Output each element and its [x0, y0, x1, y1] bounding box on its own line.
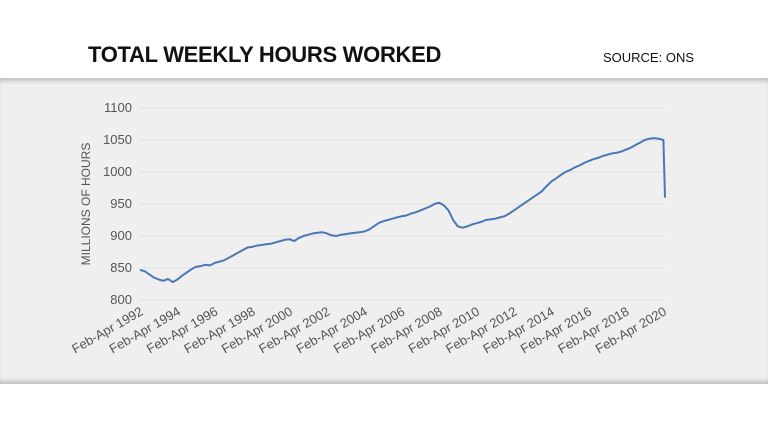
y-tick-label: 1100	[104, 100, 132, 115]
chart-panel	[0, 78, 768, 384]
y-axis-label: MILLIONS OF HOURS	[79, 143, 93, 266]
chart-title: TOTAL WEEKLY HOURS WORKED	[88, 42, 442, 67]
series-line	[139, 137, 666, 284]
y-tick-label: 850	[110, 260, 132, 275]
gridlines	[140, 107, 665, 301]
y-tick-label: 1000	[103, 164, 132, 179]
source-label: SOURCE: ONS	[602, 50, 694, 65]
y-tick-label: 1050	[103, 132, 132, 147]
line-chart: 800 850 900 950 1000 1050 1100 Feb-Apr 1992Feb…	[69, 100, 669, 357]
y-tick-label: 800	[110, 292, 132, 307]
y-axis-ticks: 800 850 900 950 1000 1050 1100	[103, 100, 132, 307]
series-layer	[139, 137, 666, 284]
y-tick-label: 900	[110, 228, 132, 243]
header: TOTAL WEEKLY HOURS WORKED SOURCE: ONS	[0, 0, 768, 78]
y-tick-label: 950	[110, 196, 132, 211]
